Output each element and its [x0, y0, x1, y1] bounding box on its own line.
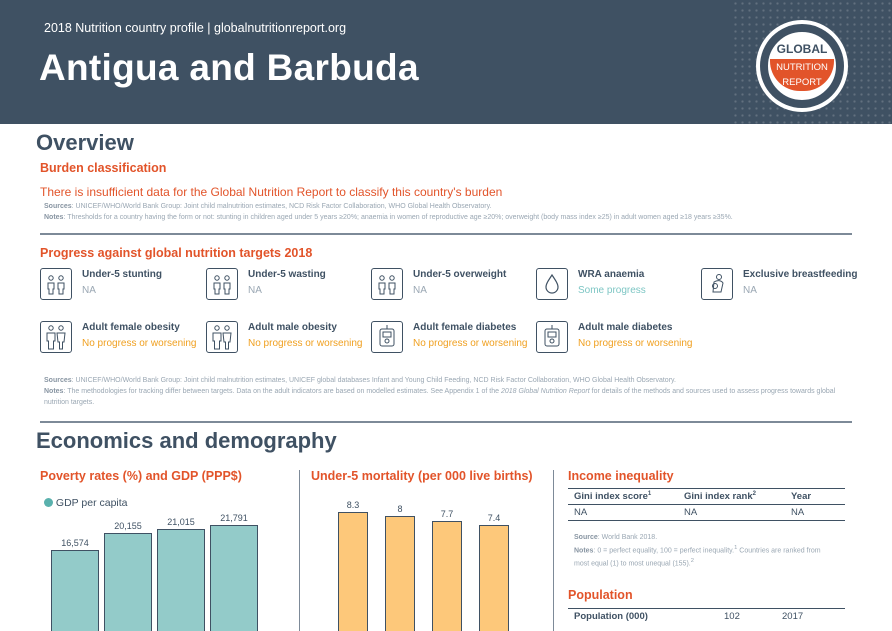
population-heading: Population — [568, 588, 633, 602]
adults-icon — [206, 321, 238, 353]
mortality-value-label: 8.3 — [346, 500, 360, 510]
indicator-under-5-wasting: Under-5 wasting NA — [206, 268, 371, 308]
gdp-bar — [104, 533, 152, 631]
mortality-value-label: 8 — [397, 504, 403, 514]
overview-title: Overview — [36, 130, 134, 155]
indicator-status: NA — [413, 285, 427, 296]
mortality-value-label: 7.7 — [440, 509, 454, 519]
logo-global-text: GLOBAL — [776, 42, 828, 56]
indicator-exclusive-breastfeeding: Exclusive breastfeeding NA — [701, 268, 866, 308]
mortality-heading: Under-5 mortality (per 000 live births) — [311, 469, 533, 483]
burden-heading: Burden classification — [40, 161, 167, 175]
mortality-bar — [338, 512, 368, 631]
progress-notes: Sources: UNICEF/WHO/World Bank Group: Jo… — [44, 377, 836, 406]
indicator-label: Under-5 overweight — [413, 269, 507, 280]
population-year: 2017 — [776, 608, 845, 624]
indicator-status: No progress or worsening — [578, 338, 693, 349]
indicator-status: Some progress — [578, 285, 646, 296]
indicator-label: Adult female diabetes — [413, 322, 517, 333]
blood-drop-icon — [536, 268, 568, 300]
indicator-adult-female-obesity: Adult female obesity No progress or worse… — [40, 321, 205, 361]
gdp-chart: 16,574 20,155 21,015 21,791 — [40, 500, 270, 631]
mortality-chart: 8.3 8 7.7 7.4 — [332, 495, 522, 631]
gdp-value-label: 16,574 — [61, 538, 89, 548]
indicator-under-5-stunting: Under-5 stunting NA — [40, 268, 205, 308]
indicator-label: Exclusive breastfeeding — [743, 269, 858, 280]
gdp-legend: GDP per capita — [44, 497, 128, 509]
indicator-label: Under-5 wasting — [248, 269, 326, 280]
indicator-label: WRA anaemia — [578, 269, 645, 280]
mortality-value-label: 7.4 — [487, 513, 501, 523]
mortality-bar — [479, 525, 509, 631]
burden-text: There is insufficient data for the Globa… — [40, 185, 503, 199]
legend-swatch — [44, 498, 53, 507]
gnr-logo[interactable]: GLOBAL NUTRITION REPORT — [756, 20, 848, 112]
indicator-status: NA — [743, 285, 757, 296]
children-icon — [371, 268, 403, 300]
gdp-bar — [157, 529, 205, 631]
adults-icon — [40, 321, 72, 353]
mortality-bar — [432, 521, 462, 631]
income-table: Gini index score1 Gini index rank2 Year … — [568, 487, 845, 522]
population-value: 102 — [718, 608, 776, 624]
gdp-value-label: 21,791 — [220, 513, 248, 523]
indicator-label: Adult male obesity — [248, 322, 337, 333]
breastfeeding-icon — [701, 268, 733, 300]
indicator-status: No progress or worsening — [413, 338, 528, 349]
children-icon — [206, 268, 238, 300]
indicator-label: Under-5 stunting — [82, 269, 162, 280]
mortality-bar — [385, 516, 415, 631]
indicator-adult-male-diabetes: Adult male diabetes No progress or worsen… — [536, 321, 701, 361]
income-heading: Income inequality — [568, 469, 674, 483]
progress-heading: Progress against global nutrition target… — [40, 246, 313, 260]
indicator-status: No progress or worsening — [82, 338, 197, 349]
gdp-value-label: 21,015 — [167, 517, 195, 527]
header-banner: 2018 Nutrition country profile | globaln… — [0, 0, 892, 124]
glucose-meter-icon — [536, 321, 568, 353]
table-cell: NA — [568, 504, 678, 522]
indicator-under-5-overweight: Under-5 overweight NA — [371, 268, 536, 308]
gdp-bar — [210, 525, 258, 631]
children-icon — [40, 268, 72, 300]
indicator-adult-male-obesity: Adult male obesity No progress or worseni… — [206, 321, 371, 361]
gdp-bar — [51, 550, 99, 631]
economics-title: Economics and demography — [36, 428, 337, 453]
indicator-wra-anaemia: WRA anaemia Some progress — [536, 268, 701, 308]
table-cell: NA — [785, 504, 845, 522]
table-cell: NA — [678, 504, 785, 522]
overview-notes: Sources: UNICEF/WHO/World Bank Group: Jo… — [44, 203, 733, 221]
population-label: Population (000) — [568, 608, 718, 624]
indicator-label: Adult male diabetes — [578, 322, 673, 333]
indicator-adult-female-diabetes: Adult female diabetes No progress or wors… — [371, 321, 536, 361]
divider — [40, 421, 852, 423]
logo-band: NUTRITION REPORT — [770, 59, 834, 91]
profile-subtitle: 2018 Nutrition country profile | globaln… — [44, 21, 347, 35]
indicator-label: Adult female obesity — [82, 322, 180, 333]
indicator-status: No progress or worsening — [248, 338, 363, 349]
gdp-value-label: 20,155 — [114, 521, 142, 531]
divider — [40, 233, 852, 235]
poverty-heading: Poverty rates (%) and GDP (PPP$) — [40, 469, 242, 483]
indicator-status: NA — [82, 285, 96, 296]
indicator-status: NA — [248, 285, 262, 296]
population-table: Population (000) 102 2017 — [568, 608, 845, 624]
glucose-meter-icon — [371, 321, 403, 353]
income-notes: Source: World Bank 2018. Notes: 0 = perf… — [574, 534, 821, 568]
country-title: Antigua and Barbuda — [39, 47, 419, 88]
